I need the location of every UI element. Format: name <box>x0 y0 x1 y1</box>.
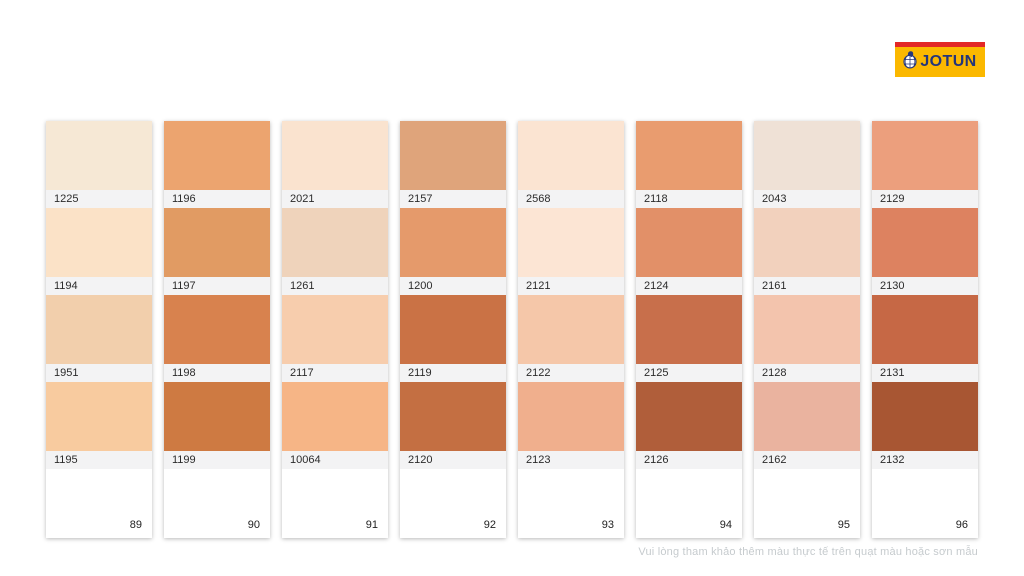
color-swatch[interactable] <box>400 208 506 277</box>
swatch-code: 2162 <box>754 451 860 469</box>
color-swatch[interactable] <box>518 208 624 277</box>
page-number: 92 <box>483 519 496 531</box>
swatch-code: 2568 <box>518 190 624 208</box>
swatch-code: 2131 <box>872 364 978 382</box>
card-footer: 94 <box>636 469 742 538</box>
swatch-code: 1195 <box>46 451 152 469</box>
color-swatch[interactable] <box>46 208 152 277</box>
swatch-code: 2125 <box>636 364 742 382</box>
color-card-row: 1225 1194 1951 1195 89 1196 1197 1198 11… <box>46 121 978 538</box>
color-swatch[interactable] <box>282 121 388 190</box>
swatch-code: 2118 <box>636 190 742 208</box>
swatch-code: 1199 <box>164 451 270 469</box>
color-card-90: 1196 1197 1198 1199 90 <box>164 121 270 538</box>
card-footer: 96 <box>872 469 978 538</box>
swatch-code: 1197 <box>164 277 270 295</box>
page-number: 89 <box>129 519 142 531</box>
color-card-91: 2021 1261 2117 10064 91 <box>282 121 388 538</box>
swatch-code: 2043 <box>754 190 860 208</box>
swatch-code: 2128 <box>754 364 860 382</box>
card-footer: 89 <box>46 469 152 538</box>
color-card-95: 2043 2161 2128 2162 95 <box>754 121 860 538</box>
logo-gold-band: JOTUN <box>895 47 985 77</box>
color-swatch[interactable] <box>872 382 978 451</box>
color-swatch[interactable] <box>872 208 978 277</box>
page-number: 93 <box>601 519 614 531</box>
color-swatch[interactable] <box>164 121 270 190</box>
color-swatch[interactable] <box>400 121 506 190</box>
color-swatch[interactable] <box>754 121 860 190</box>
swatch-code: 2132 <box>872 451 978 469</box>
swatch-code: 2129 <box>872 190 978 208</box>
swatch-code: 2120 <box>400 451 506 469</box>
swatch-code: 1225 <box>46 190 152 208</box>
color-swatch[interactable] <box>636 382 742 451</box>
card-footer: 91 <box>282 469 388 538</box>
swatch-code: 1951 <box>46 364 152 382</box>
color-card-96: 2129 2130 2131 2132 96 <box>872 121 978 538</box>
color-swatch[interactable] <box>282 208 388 277</box>
swatch-code: 1196 <box>164 190 270 208</box>
logo-wordmark: JOTUN <box>920 53 977 70</box>
color-card-94: 2118 2124 2125 2126 94 <box>636 121 742 538</box>
color-swatch[interactable] <box>46 295 152 364</box>
color-swatch[interactable] <box>636 121 742 190</box>
color-swatch[interactable] <box>282 382 388 451</box>
color-swatch[interactable] <box>872 295 978 364</box>
color-swatch[interactable] <box>46 382 152 451</box>
page-number: 95 <box>837 519 850 531</box>
color-swatch[interactable] <box>518 121 624 190</box>
page-number: 90 <box>247 519 260 531</box>
color-swatch[interactable] <box>518 295 624 364</box>
color-swatch[interactable] <box>636 295 742 364</box>
color-swatch[interactable] <box>282 295 388 364</box>
jotun-logo: JOTUN <box>895 42 985 77</box>
page-number: 94 <box>719 519 732 531</box>
page-number: 91 <box>365 519 378 531</box>
swatch-code: 2124 <box>636 277 742 295</box>
footer-disclaimer: Vui lòng tham khảo thêm màu thực tế trên… <box>638 546 978 558</box>
color-swatch[interactable] <box>754 295 860 364</box>
jotun-penguin-icon <box>903 50 917 74</box>
card-footer: 95 <box>754 469 860 538</box>
card-footer: 92 <box>400 469 506 538</box>
swatch-code: 10064 <box>282 451 388 469</box>
swatch-code: 1261 <box>282 277 388 295</box>
card-footer: 93 <box>518 469 624 538</box>
swatch-code: 2119 <box>400 364 506 382</box>
color-card-93: 2568 2121 2122 2123 93 <box>518 121 624 538</box>
swatch-code: 2130 <box>872 277 978 295</box>
color-swatch[interactable] <box>636 208 742 277</box>
color-swatch[interactable] <box>754 208 860 277</box>
swatch-code: 2157 <box>400 190 506 208</box>
swatch-code: 2021 <box>282 190 388 208</box>
swatch-code: 2117 <box>282 364 388 382</box>
color-swatch[interactable] <box>164 208 270 277</box>
swatch-code: 2121 <box>518 277 624 295</box>
swatch-code: 2161 <box>754 277 860 295</box>
color-swatch[interactable] <box>400 295 506 364</box>
color-swatch[interactable] <box>754 382 860 451</box>
color-swatch[interactable] <box>400 382 506 451</box>
color-card-89: 1225 1194 1951 1195 89 <box>46 121 152 538</box>
swatch-code: 1194 <box>46 277 152 295</box>
card-footer: 90 <box>164 469 270 538</box>
color-swatch[interactable] <box>164 295 270 364</box>
color-swatch[interactable] <box>164 382 270 451</box>
swatch-code: 1198 <box>164 364 270 382</box>
swatch-code: 2122 <box>518 364 624 382</box>
color-swatch[interactable] <box>872 121 978 190</box>
page-number: 96 <box>955 519 968 531</box>
logo-red-stripe <box>895 42 985 47</box>
swatch-code: 2123 <box>518 451 624 469</box>
color-swatch[interactable] <box>518 382 624 451</box>
color-card-92: 2157 1200 2119 2120 92 <box>400 121 506 538</box>
swatch-code: 2126 <box>636 451 742 469</box>
color-swatch[interactable] <box>46 121 152 190</box>
swatch-code: 1200 <box>400 277 506 295</box>
